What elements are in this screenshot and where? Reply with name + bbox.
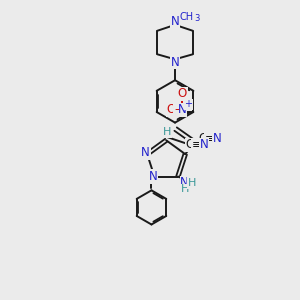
- Text: 3: 3: [194, 14, 199, 23]
- Text: H: H: [163, 127, 172, 137]
- Text: +: +: [184, 99, 192, 110]
- Text: C: C: [198, 132, 206, 145]
- Text: N: N: [171, 56, 179, 69]
- Text: N: N: [148, 170, 157, 183]
- Text: N: N: [200, 138, 208, 151]
- Text: O: O: [166, 103, 175, 116]
- Text: N: N: [171, 15, 179, 28]
- Text: N: N: [178, 103, 187, 116]
- Text: ≡: ≡: [205, 132, 215, 145]
- Text: O: O: [178, 87, 187, 100]
- Text: -: -: [174, 103, 179, 116]
- Text: H: H: [188, 178, 196, 188]
- Text: ≡: ≡: [192, 138, 202, 151]
- Text: C: C: [185, 138, 194, 151]
- Text: N: N: [180, 176, 189, 190]
- Text: H: H: [181, 184, 189, 194]
- Text: N: N: [141, 146, 150, 159]
- Text: N: N: [212, 132, 221, 145]
- Text: CH: CH: [179, 12, 193, 22]
